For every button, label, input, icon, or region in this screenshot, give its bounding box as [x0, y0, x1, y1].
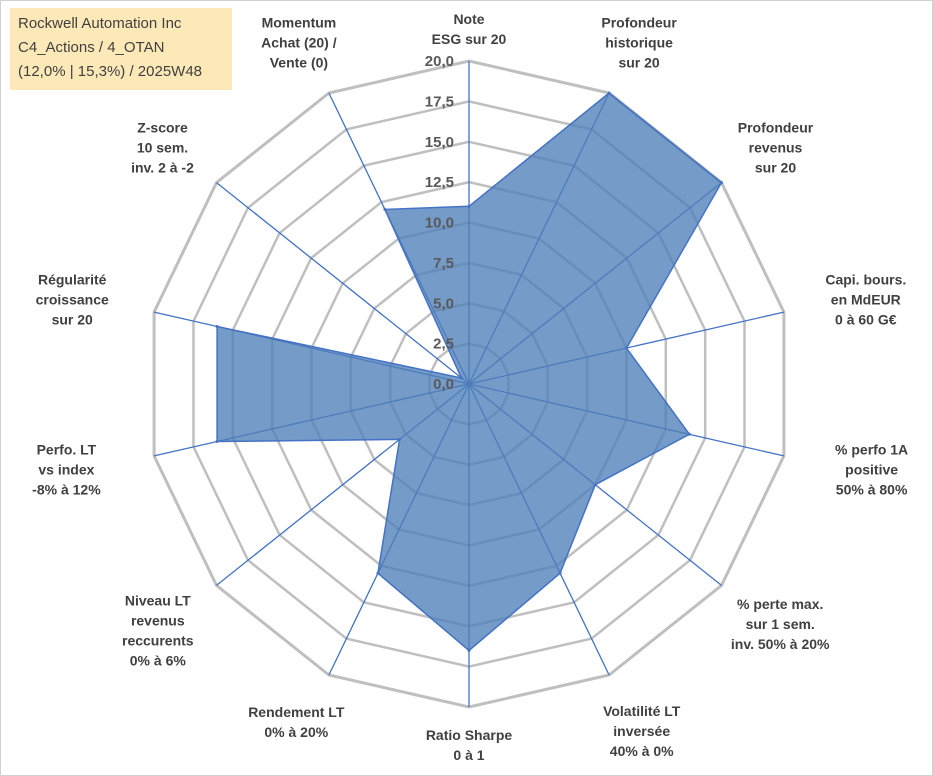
- axis-label-line: % perfo 1A: [835, 442, 908, 458]
- axis-label-line: 0 à 60 G€: [835, 312, 897, 328]
- tick-label: 17,5: [425, 93, 454, 110]
- axis-label-line: Achat (20) /: [261, 35, 337, 51]
- axis-label-line: sur 20: [755, 160, 796, 176]
- axis-label-line: Rendement LT: [248, 704, 345, 720]
- data-point: [467, 204, 471, 208]
- axis-label: Perfo. LT vs index -8% à 12%: [32, 442, 101, 498]
- axis-label-line: 50% à 80%: [836, 482, 908, 498]
- axis-label: Rendement LT 0% à 20%: [248, 704, 345, 740]
- axis-label: Profondeur revenus sur 20: [738, 120, 814, 176]
- axis-label-line: 0 à 1: [453, 747, 484, 763]
- radar-tick-labels: 0,0 2,5 5,0 7,5 10,0 12,5 15,0 17,5 20,0: [425, 53, 454, 393]
- data-point: [558, 571, 562, 575]
- tick-label: 2,5: [433, 336, 454, 353]
- axis-label-line: historique: [605, 35, 673, 51]
- axis-label-line: inv. 2 à -2: [131, 160, 194, 176]
- axis-label: Momentum Achat (20) / Vente (0): [261, 15, 337, 71]
- axis-label-line: sur 20: [52, 312, 93, 328]
- data-point: [376, 571, 380, 575]
- axis-label-line: Note: [453, 11, 484, 27]
- axis-label-line: inv. 50% à 20%: [731, 636, 830, 652]
- data-point: [607, 91, 611, 95]
- data-point: [720, 181, 723, 185]
- data-point: [215, 440, 219, 443]
- axis-label: Régularité croissance sur 20: [36, 272, 109, 328]
- category-path: C4_Actions / 4_OTAN: [18, 39, 165, 56]
- data-point: [625, 346, 628, 350]
- info-box: Rockwell Automation Inc C4_Actions / 4_O…: [10, 8, 232, 90]
- company-name: Rockwell Automation Inc: [18, 15, 182, 32]
- axis-label-line: revenus: [749, 140, 803, 156]
- axis-label: % perfo 1A positive 50% à 80%: [835, 442, 908, 498]
- axis-label-line: Perfo. LT: [37, 442, 97, 458]
- radar-axis-labels: Note ESG sur 20 Profondeur historique sur 20…: [32, 11, 908, 763]
- axis-label: Volatilité LT inversée 40% à 0%: [603, 703, 681, 759]
- axis-label-line: % perte max.: [737, 596, 823, 612]
- axis-label: Profondeur historique sur 20: [601, 15, 677, 71]
- data-point: [383, 207, 387, 211]
- data-point: [459, 376, 463, 380]
- axis-label-line: -8% à 12%: [32, 482, 101, 498]
- axis-label: Niveau LT revenus reccurents 0% à 6%: [122, 592, 194, 668]
- axis-label-line: Régularité: [38, 272, 107, 288]
- axis-label-line: Capi. bours.: [825, 272, 906, 288]
- axis-label-line: 10 sem.: [137, 140, 188, 156]
- data-point: [593, 483, 597, 487]
- data-point: [398, 437, 402, 441]
- axis-label: Note ESG sur 20: [432, 11, 507, 47]
- axis-label-line: Profondeur: [601, 15, 677, 31]
- axis-label-line: en MdEUR: [831, 292, 901, 308]
- axis-label-line: sur 1 sem.: [746, 616, 815, 632]
- axis-label: Z-score 10 sem. inv. 2 à -2: [131, 120, 194, 176]
- axis-label-line: Niveau LT: [125, 592, 191, 608]
- axis-label: Capi. bours. en MdEUR 0 à 60 G€: [825, 272, 906, 328]
- data-point: [467, 649, 471, 652]
- tick-label: 0,0: [433, 376, 454, 393]
- axis-label-line: Ratio Sharpe: [426, 727, 513, 743]
- axis-label-line: reccurents: [122, 632, 194, 648]
- performance-week: (12,0% | 15,3%) / 2025W48: [18, 63, 202, 80]
- axis-label-line: revenus: [131, 612, 185, 628]
- axis-label-line: Vente (0): [270, 55, 328, 71]
- axis-label-line: croissance: [36, 292, 109, 308]
- axis-label-line: 0% à 6%: [130, 652, 187, 668]
- tick-label: 7,5: [433, 255, 454, 272]
- radar-series: [215, 91, 723, 652]
- axis-spoke: [216, 182, 470, 385]
- tick-label: 20,0: [425, 53, 454, 70]
- axis-label: % perte max. sur 1 sem. inv. 50% à 20%: [731, 596, 830, 652]
- axis-label-line: Momentum: [262, 15, 337, 31]
- data-point: [215, 325, 219, 328]
- tick-label: 10,0: [425, 215, 454, 232]
- axis-label-line: Volatilité LT: [603, 703, 681, 719]
- axis-label-line: Profondeur: [738, 120, 814, 136]
- axis-label-line: inversée: [613, 723, 670, 739]
- tick-label: 5,0: [433, 295, 454, 312]
- data-point: [687, 432, 691, 436]
- axis-label: Ratio Sharpe 0 à 1: [426, 727, 513, 763]
- axis-label-line: 40% à 0%: [610, 743, 674, 759]
- axis-label-line: positive: [845, 462, 898, 478]
- tick-label: 15,0: [425, 134, 454, 151]
- axis-label-line: 0% à 20%: [264, 724, 328, 740]
- axis-label-line: ESG sur 20: [432, 31, 507, 47]
- tick-label: 12,5: [425, 174, 454, 191]
- axis-label-line: Z-score: [137, 120, 188, 136]
- axis-label-line: sur 20: [618, 55, 659, 71]
- axis-label-line: vs index: [38, 462, 94, 478]
